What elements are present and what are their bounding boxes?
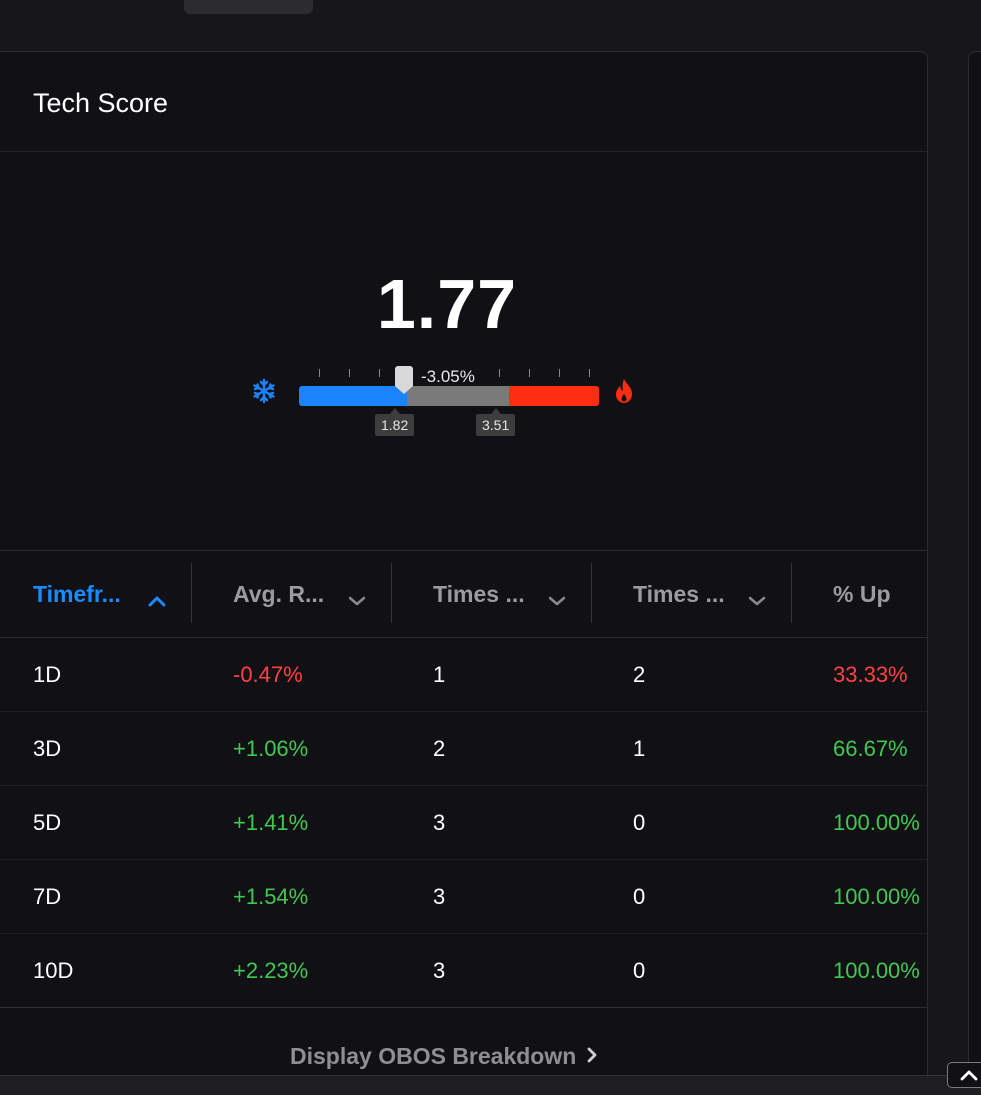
gauge-tick (319, 369, 320, 377)
cell-timeframe: 3D (33, 736, 62, 761)
table-row[interactable]: 10D +2.23% 3 0 100.00% (0, 934, 927, 1008)
divider (0, 151, 927, 152)
column-header-label: Times ... (633, 580, 725, 607)
cell-times-b: 0 (633, 884, 646, 909)
cell-timeframe: 5D (33, 810, 62, 835)
display-obos-breakdown-link[interactable]: Display OBOS Breakdown (290, 1043, 598, 1070)
cell-pct-up: 100.00% (833, 884, 920, 909)
tech-score-card: Tech Score 1.77 (0, 51, 928, 1093)
cell-pct-up: 33.33% (833, 662, 908, 687)
cell-pct-up: 66.67% (833, 736, 908, 761)
cell-times-a: 1 (433, 662, 446, 687)
column-header-times-b[interactable]: Times ... (633, 551, 766, 637)
table-row[interactable]: 1D -0.47% 1 2 33.33% (0, 638, 927, 712)
column-header-label: Avg. R... (233, 580, 325, 607)
gauge-tick (589, 369, 590, 377)
gauge-neutral-segment (407, 386, 509, 406)
chevron-down-icon (348, 586, 366, 613)
cell-times-b: 1 (633, 736, 646, 761)
table-row[interactable]: 3D +1.06% 2 1 66.67% (0, 712, 927, 786)
cell-timeframe: 7D (33, 884, 62, 909)
gauge-thumb (395, 366, 413, 394)
snowflake-icon (251, 378, 277, 409)
flame-icon (613, 378, 635, 409)
gauge-hot-segment (509, 386, 599, 406)
gauge-tick (379, 369, 380, 377)
column-separator (191, 563, 192, 623)
cell-avg-return: +1.41% (233, 810, 309, 835)
cell-times-b: 0 (633, 810, 646, 835)
cell-pct-up: 100.00% (833, 958, 920, 983)
gauge-tick (499, 369, 500, 377)
chevron-down-icon (748, 586, 766, 613)
column-header-label: % Up (833, 580, 891, 607)
chevron-down-icon (548, 586, 566, 613)
cell-avg-return: +1.54% (233, 884, 309, 909)
cell-timeframe: 1D (33, 662, 62, 687)
cell-avg-return: +1.06% (233, 736, 309, 761)
top-tab[interactable] (184, 0, 313, 14)
tech-score-value: 1.77 (376, 265, 518, 343)
chevron-up-icon (948, 1070, 981, 1091)
cell-times-b: 2 (633, 662, 646, 687)
card-title: Tech Score (33, 88, 169, 118)
bottom-bar (0, 1075, 981, 1095)
column-separator (591, 563, 592, 623)
cell-times-a: 3 (433, 810, 446, 835)
gauge-tick (529, 369, 530, 377)
column-header-label: Times ... (433, 580, 525, 607)
table-row[interactable]: 7D +1.54% 3 0 100.00% (0, 860, 927, 934)
gauge-change-pct: -3.05% (421, 367, 475, 386)
gauge-low-marker: 1.82 (375, 408, 415, 436)
gauge-tick (559, 369, 560, 377)
cell-times-a: 2 (433, 736, 446, 761)
column-separator (391, 563, 392, 623)
cell-avg-return: +2.23% (233, 958, 309, 983)
table-row[interactable]: 5D +1.41% 3 0 100.00% (0, 786, 927, 860)
chevron-up-icon (148, 586, 166, 613)
column-header-avg-return[interactable]: Avg. R... (233, 551, 366, 637)
gauge-tick (349, 369, 350, 377)
column-header-timeframe[interactable]: Timefr... (33, 551, 166, 637)
table-header: Timefr... Avg. R... Times ... Times ... (0, 551, 927, 637)
divider (0, 637, 927, 638)
cell-avg-return: -0.47% (233, 662, 303, 687)
cell-times-b: 0 (633, 958, 646, 983)
cell-pct-up: 100.00% (833, 810, 920, 835)
divider (0, 550, 927, 551)
scroll-to-top-button[interactable] (947, 1062, 981, 1088)
cell-times-a: 3 (433, 884, 446, 909)
table-body: 1D -0.47% 1 2 33.33% 3D +1.06% 2 1 66.67… (0, 638, 927, 1008)
gauge-high-marker: 3.51 (476, 408, 516, 436)
column-header-pct-up[interactable]: % Up (833, 551, 891, 637)
column-separator (791, 563, 792, 623)
cell-timeframe: 10D (33, 958, 74, 983)
column-header-times-a[interactable]: Times ... (433, 551, 566, 637)
score-gauge: -3.05% 1.82 3.51 (253, 364, 659, 444)
cell-times-a: 3 (433, 958, 446, 983)
chevron-right-icon (586, 1043, 598, 1070)
column-header-label: Timefr... (33, 580, 121, 607)
footer-link-label: Display OBOS Breakdown (290, 1043, 577, 1069)
adjacent-card (968, 51, 981, 1093)
gauge-cold-segment (299, 386, 407, 406)
